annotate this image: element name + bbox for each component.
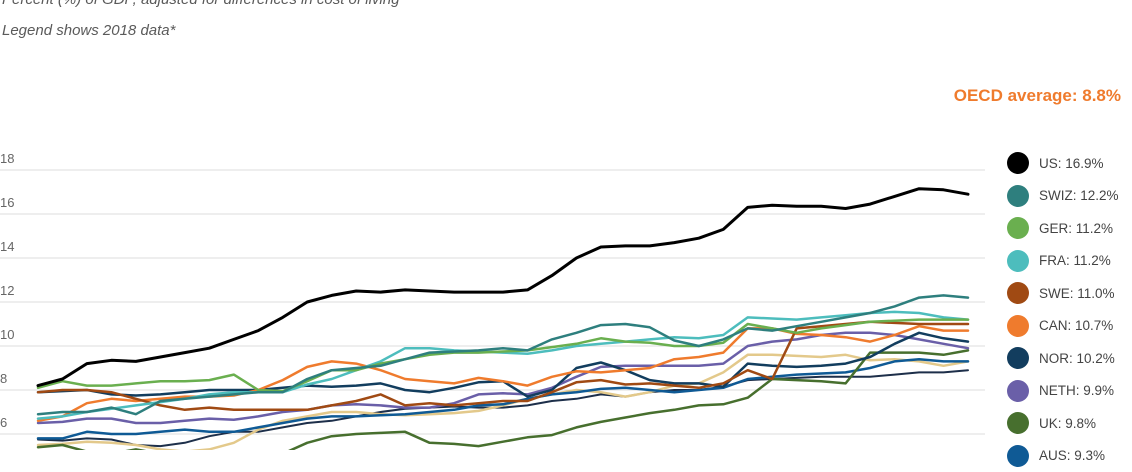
- legend-swatch: [1007, 250, 1029, 272]
- legend-label: CAN: 10.7%: [1039, 318, 1113, 333]
- legend-label: NETH: 9.9%: [1039, 383, 1114, 398]
- legend-swatch: [1007, 282, 1029, 304]
- y-tick-label: 6: [0, 415, 7, 430]
- legend-swatch: [1007, 380, 1029, 402]
- legend-item: SWE: 11.0%: [1007, 277, 1132, 310]
- legend-label: SWE: 11.0%: [1039, 286, 1115, 301]
- legend-swatch: [1007, 445, 1029, 467]
- chart-legend: US: 16.9% SWIZ: 12.2% GER: 11.2% FRA: 11.2%…: [1007, 147, 1132, 472]
- legend-item: UK: 9.8%: [1007, 407, 1132, 440]
- y-tick-label: 8: [0, 371, 7, 386]
- y-tick-label: 16: [0, 195, 14, 210]
- series-line-nor: [38, 333, 968, 397]
- legend-label: SWIZ: 12.2%: [1039, 188, 1119, 203]
- legend-item: SWIZ: 12.2%: [1007, 180, 1132, 213]
- legend-item: CAN: 10.7%: [1007, 310, 1132, 343]
- legend-label: NOR: 10.2%: [1039, 351, 1115, 366]
- y-tick-label: 10: [0, 327, 14, 342]
- y-tick-label: 12: [0, 283, 14, 298]
- legend-item: AUS: 9.3%: [1007, 440, 1132, 472]
- legend-label: US: 16.9%: [1039, 156, 1104, 171]
- legend-item: FRA: 11.2%: [1007, 245, 1132, 278]
- legend-item: US: 16.9%: [1007, 147, 1132, 180]
- legend-item: NETH: 9.9%: [1007, 375, 1132, 408]
- legend-swatch: [1007, 185, 1029, 207]
- series-line-unlabeled-10: [38, 355, 968, 450]
- line-chart: 6 8 10 12 14 16 18: [0, 0, 1000, 450]
- legend-label: GER: 11.2%: [1039, 221, 1113, 236]
- legend-item: NOR: 10.2%: [1007, 342, 1132, 375]
- legend-label: FRA: 11.2%: [1039, 253, 1111, 268]
- y-tick-label: 14: [0, 239, 14, 254]
- legend-swatch: [1007, 347, 1029, 369]
- legend-label: UK: 9.8%: [1039, 416, 1096, 431]
- legend-swatch: [1007, 152, 1029, 174]
- legend-swatch: [1007, 412, 1029, 434]
- legend-item: GER: 11.2%: [1007, 212, 1132, 245]
- legend-swatch: [1007, 315, 1029, 337]
- y-tick-label: 18: [0, 151, 14, 166]
- legend-swatch: [1007, 217, 1029, 239]
- legend-label: AUS: 9.3%: [1039, 448, 1105, 463]
